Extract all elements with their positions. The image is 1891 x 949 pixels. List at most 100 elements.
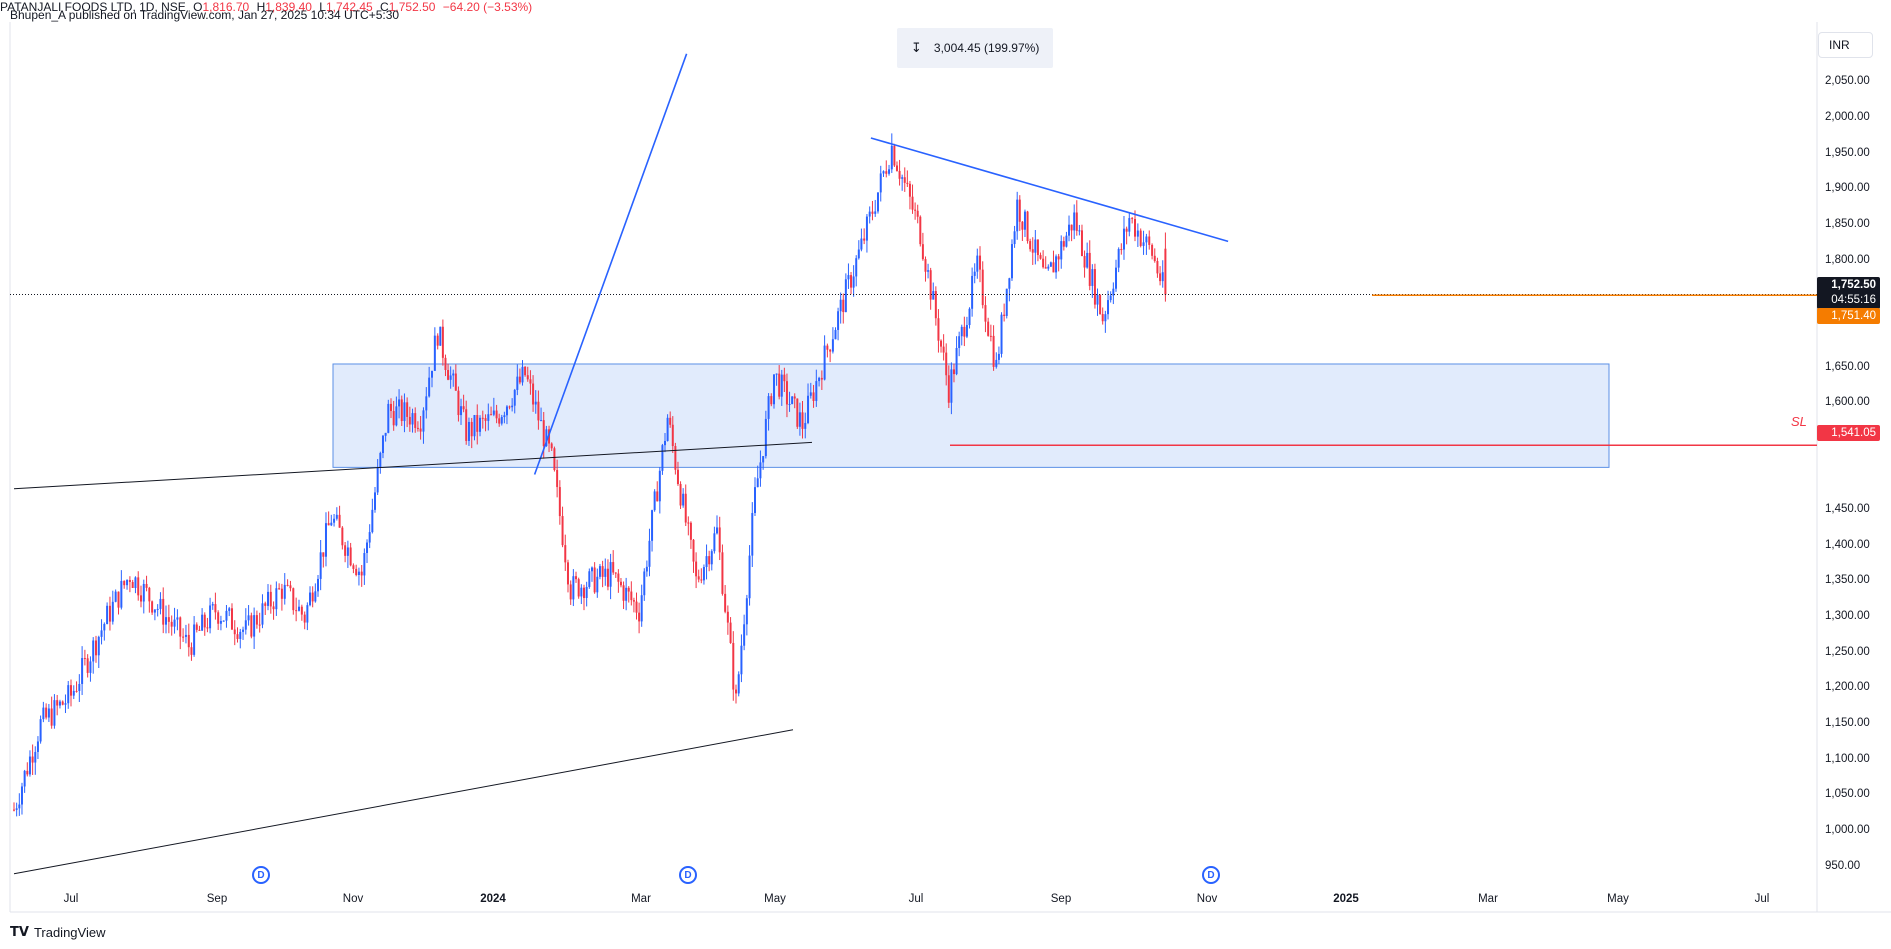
candle <box>1023 209 1026 238</box>
candle <box>317 575 319 597</box>
dividend-marker[interactable]: D <box>1202 866 1220 884</box>
candle <box>1010 239 1013 281</box>
candle <box>580 584 583 605</box>
candle <box>697 569 700 583</box>
candle <box>903 167 906 192</box>
candle <box>890 133 893 173</box>
candle <box>529 370 532 395</box>
candle <box>679 481 682 509</box>
candle <box>50 696 53 729</box>
candle <box>1086 242 1089 269</box>
upper-support-trendline[interactable] <box>13 441 813 490</box>
resistance-trendline[interactable] <box>870 137 1229 243</box>
candle <box>604 558 607 586</box>
candle <box>1117 247 1120 273</box>
candle <box>609 553 612 600</box>
candle <box>20 782 23 815</box>
candle <box>914 202 917 220</box>
candle <box>842 293 845 324</box>
candle <box>762 456 765 470</box>
candle <box>1142 230 1145 255</box>
candle <box>387 399 390 434</box>
candle <box>81 646 84 696</box>
candle <box>473 414 476 441</box>
currency-button[interactable]: INR <box>1818 32 1873 58</box>
candle <box>1145 233 1148 255</box>
candle <box>1120 243 1123 255</box>
candle <box>56 694 59 716</box>
candle <box>1096 288 1099 316</box>
price-tick-label: 2,000.00 <box>1825 111 1870 123</box>
candle <box>100 619 103 645</box>
candle <box>500 414 503 426</box>
dividend-marker[interactable]: D <box>679 866 697 884</box>
candle <box>111 590 114 625</box>
candle <box>834 327 837 340</box>
candle <box>653 489 656 512</box>
candle <box>1003 303 1006 322</box>
candle <box>1093 263 1096 309</box>
candle <box>756 465 759 488</box>
candle <box>481 410 484 429</box>
support-resistance-zone[interactable] <box>332 363 1610 468</box>
candle <box>705 544 708 580</box>
candle <box>1148 230 1151 250</box>
measure-tooltip[interactable]: ↧ 3,004.45 (199.97%) <box>897 28 1053 68</box>
candle <box>303 611 306 630</box>
candle <box>643 568 646 601</box>
lower-channel-trendline[interactable] <box>13 729 794 875</box>
legend-high-label: H <box>256 0 266 14</box>
steep-trendline[interactable] <box>533 53 688 475</box>
candle <box>754 477 756 516</box>
candle <box>309 586 312 607</box>
tradingview-brand[interactable]: 𝗧𝗩 TradingView <box>10 924 105 940</box>
candle <box>1065 231 1068 248</box>
legend-symbol[interactable]: PATANJALI FOODS LTD, 1D, NSE <box>0 0 186 14</box>
price-tick-label: 1,650.00 <box>1825 360 1870 373</box>
candle <box>585 581 588 607</box>
candle <box>261 594 264 629</box>
candle <box>131 579 134 588</box>
candle <box>211 601 214 610</box>
candle <box>123 580 126 589</box>
candle <box>898 159 901 186</box>
candle <box>454 364 457 391</box>
price-tick-label: 1,900.00 <box>1825 182 1870 195</box>
candle <box>906 170 909 187</box>
dividend-marker[interactable]: D <box>252 866 270 884</box>
candle <box>490 406 493 416</box>
time-tick-label: Nov <box>1196 893 1218 905</box>
legend-high-value: 1,839.40 <box>265 0 312 14</box>
candle <box>1136 223 1139 247</box>
candle <box>778 365 781 400</box>
candle <box>219 615 222 631</box>
candle <box>1109 291 1112 303</box>
candle <box>398 389 401 419</box>
candle <box>921 232 924 261</box>
time-tick-label: Sep <box>206 893 228 905</box>
candle <box>255 610 258 629</box>
measure-text: 3,004.45 (199.97%) <box>933 41 1040 55</box>
candle <box>346 540 349 568</box>
candle <box>658 467 661 514</box>
candle <box>376 459 379 496</box>
time-tick-label: Jul <box>908 893 924 905</box>
symbol-legend: PATANJALI FOODS LTD, 1D, NSE O1,816.70 H… <box>0 0 1891 14</box>
candle <box>67 680 70 709</box>
candle <box>989 324 992 342</box>
price-tick-label: 1,450.00 <box>1825 503 1870 516</box>
candle <box>700 568 703 584</box>
candle <box>78 674 81 702</box>
candle <box>433 327 436 371</box>
candle <box>419 415 422 440</box>
candle <box>945 343 948 386</box>
candle <box>981 261 984 309</box>
candle <box>103 622 106 641</box>
candle <box>971 267 974 317</box>
brand-name: TradingView <box>33 924 106 940</box>
candle <box>406 397 409 428</box>
candle <box>465 400 468 445</box>
candle <box>596 568 599 598</box>
candle <box>1125 226 1128 245</box>
